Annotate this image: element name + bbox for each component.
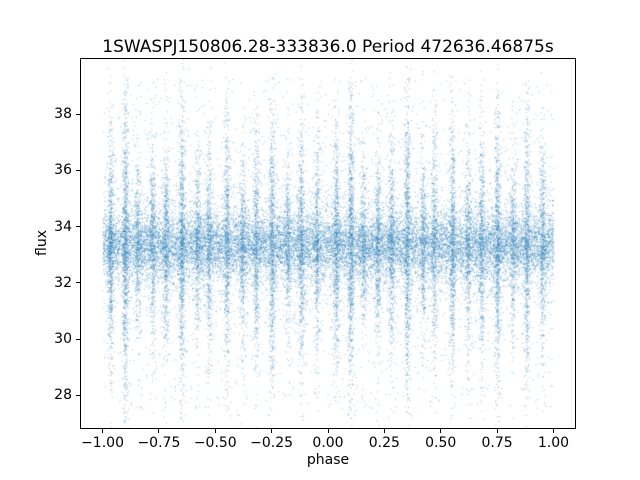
x-tick-label: 1.00 [537, 435, 570, 451]
x-tick-mark [214, 429, 216, 433]
x-tick-label: 0.00 [312, 435, 344, 451]
x-tick-label: 0.75 [481, 435, 513, 451]
y-tick-label: 38 [54, 106, 72, 123]
x-tick-mark [383, 429, 385, 433]
x-tick-mark [271, 429, 273, 433]
x-tick-label: −0.50 [193, 435, 237, 451]
y-tick-label: 34 [54, 218, 72, 235]
x-tick-mark [440, 429, 442, 433]
x-tick-mark [496, 429, 498, 433]
y-tick-mark [76, 338, 80, 340]
y-tick-mark [76, 282, 80, 284]
x-tick-label: −1.00 [81, 435, 124, 451]
x-tick-label: 0.50 [425, 435, 457, 451]
y-tick-label: 36 [54, 162, 72, 179]
y-tick-mark [76, 226, 80, 228]
y-tick-mark [76, 169, 80, 171]
y-tick-mark [76, 394, 80, 396]
x-tick-mark [158, 429, 160, 433]
x-tick-mark [102, 429, 104, 433]
y-tick-mark [76, 113, 80, 115]
scatter-plot-area [80, 58, 576, 429]
y-tick-label: 30 [54, 331, 72, 348]
x-tick-label: −0.25 [250, 435, 294, 451]
x-tick-mark [327, 429, 329, 433]
x-tick-label: 0.25 [368, 435, 400, 451]
x-axis-label: phase [306, 452, 350, 468]
y-tick-label: 32 [54, 274, 72, 291]
x-tick-mark [552, 429, 554, 433]
x-tick-label: −0.75 [137, 435, 181, 451]
chart-title: 1SWASPJ150806.28-333836.0 Period 472636.… [102, 37, 554, 57]
y-tick-label: 28 [54, 387, 72, 404]
